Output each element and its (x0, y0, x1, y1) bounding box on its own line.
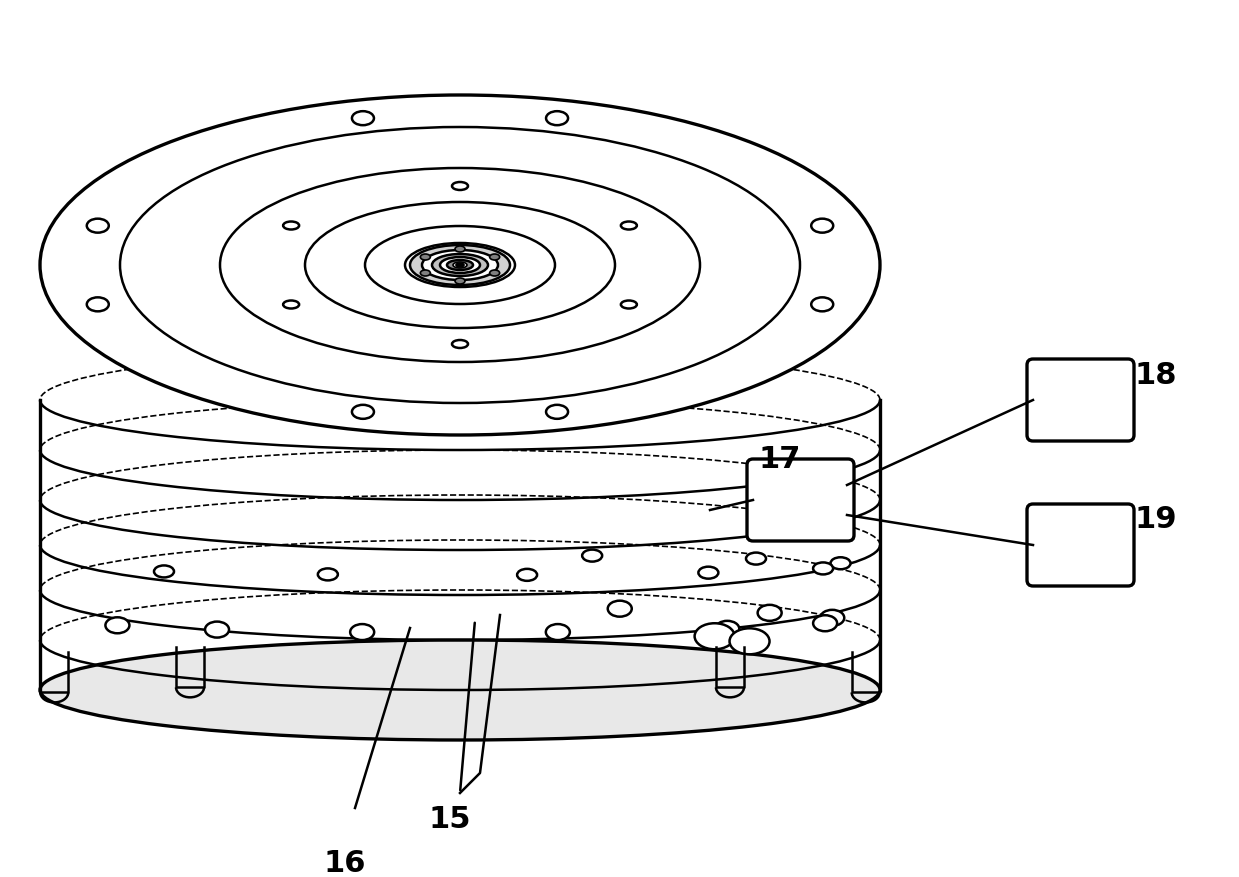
Text: 19: 19 (1135, 505, 1177, 534)
Ellipse shape (546, 111, 567, 125)
Ellipse shape (420, 270, 430, 276)
Ellipse shape (730, 628, 769, 654)
Ellipse shape (87, 218, 109, 232)
FancyBboxPatch shape (1027, 504, 1134, 586)
Ellipse shape (455, 246, 465, 252)
Ellipse shape (284, 301, 299, 309)
Ellipse shape (455, 278, 465, 284)
Ellipse shape (813, 562, 833, 574)
Ellipse shape (456, 263, 463, 267)
Ellipse shape (351, 624, 374, 640)
Ellipse shape (447, 260, 473, 270)
Ellipse shape (352, 405, 374, 419)
Ellipse shape (452, 182, 468, 190)
Ellipse shape (154, 566, 173, 577)
Ellipse shape (621, 222, 637, 230)
Ellipse shape (284, 222, 299, 230)
Text: 16: 16 (323, 849, 367, 877)
Ellipse shape (440, 257, 479, 273)
Ellipse shape (40, 95, 880, 435)
Ellipse shape (489, 270, 499, 276)
Ellipse shape (517, 569, 536, 581)
Ellipse shape (699, 567, 719, 579)
Ellipse shape (352, 111, 374, 125)
Ellipse shape (546, 405, 567, 419)
Ellipse shape (757, 605, 782, 621)
Ellipse shape (608, 601, 632, 617)
Ellipse shape (452, 340, 468, 348)
Ellipse shape (489, 254, 499, 260)
Ellipse shape (812, 297, 833, 311)
Ellipse shape (695, 624, 735, 649)
Text: 15: 15 (429, 805, 471, 834)
Ellipse shape (87, 297, 109, 311)
Ellipse shape (812, 218, 833, 232)
Ellipse shape (204, 622, 229, 638)
Ellipse shape (420, 254, 430, 260)
Ellipse shape (40, 640, 880, 740)
Text: 18: 18 (1135, 360, 1177, 389)
Ellipse shape (432, 254, 488, 276)
Ellipse shape (410, 245, 510, 285)
Ellipse shape (546, 624, 570, 640)
Ellipse shape (621, 301, 637, 309)
Ellipse shape (830, 557, 850, 569)
Ellipse shape (715, 621, 740, 637)
Ellipse shape (820, 610, 844, 626)
Ellipse shape (582, 550, 602, 561)
FancyBboxPatch shape (1027, 359, 1134, 441)
Text: 17: 17 (758, 446, 802, 474)
Ellipse shape (422, 250, 498, 280)
Ellipse shape (105, 617, 129, 633)
Ellipse shape (813, 616, 838, 631)
Ellipse shape (746, 553, 766, 565)
Ellipse shape (318, 568, 338, 581)
FancyBboxPatch shape (747, 459, 854, 541)
Ellipse shape (453, 262, 467, 268)
